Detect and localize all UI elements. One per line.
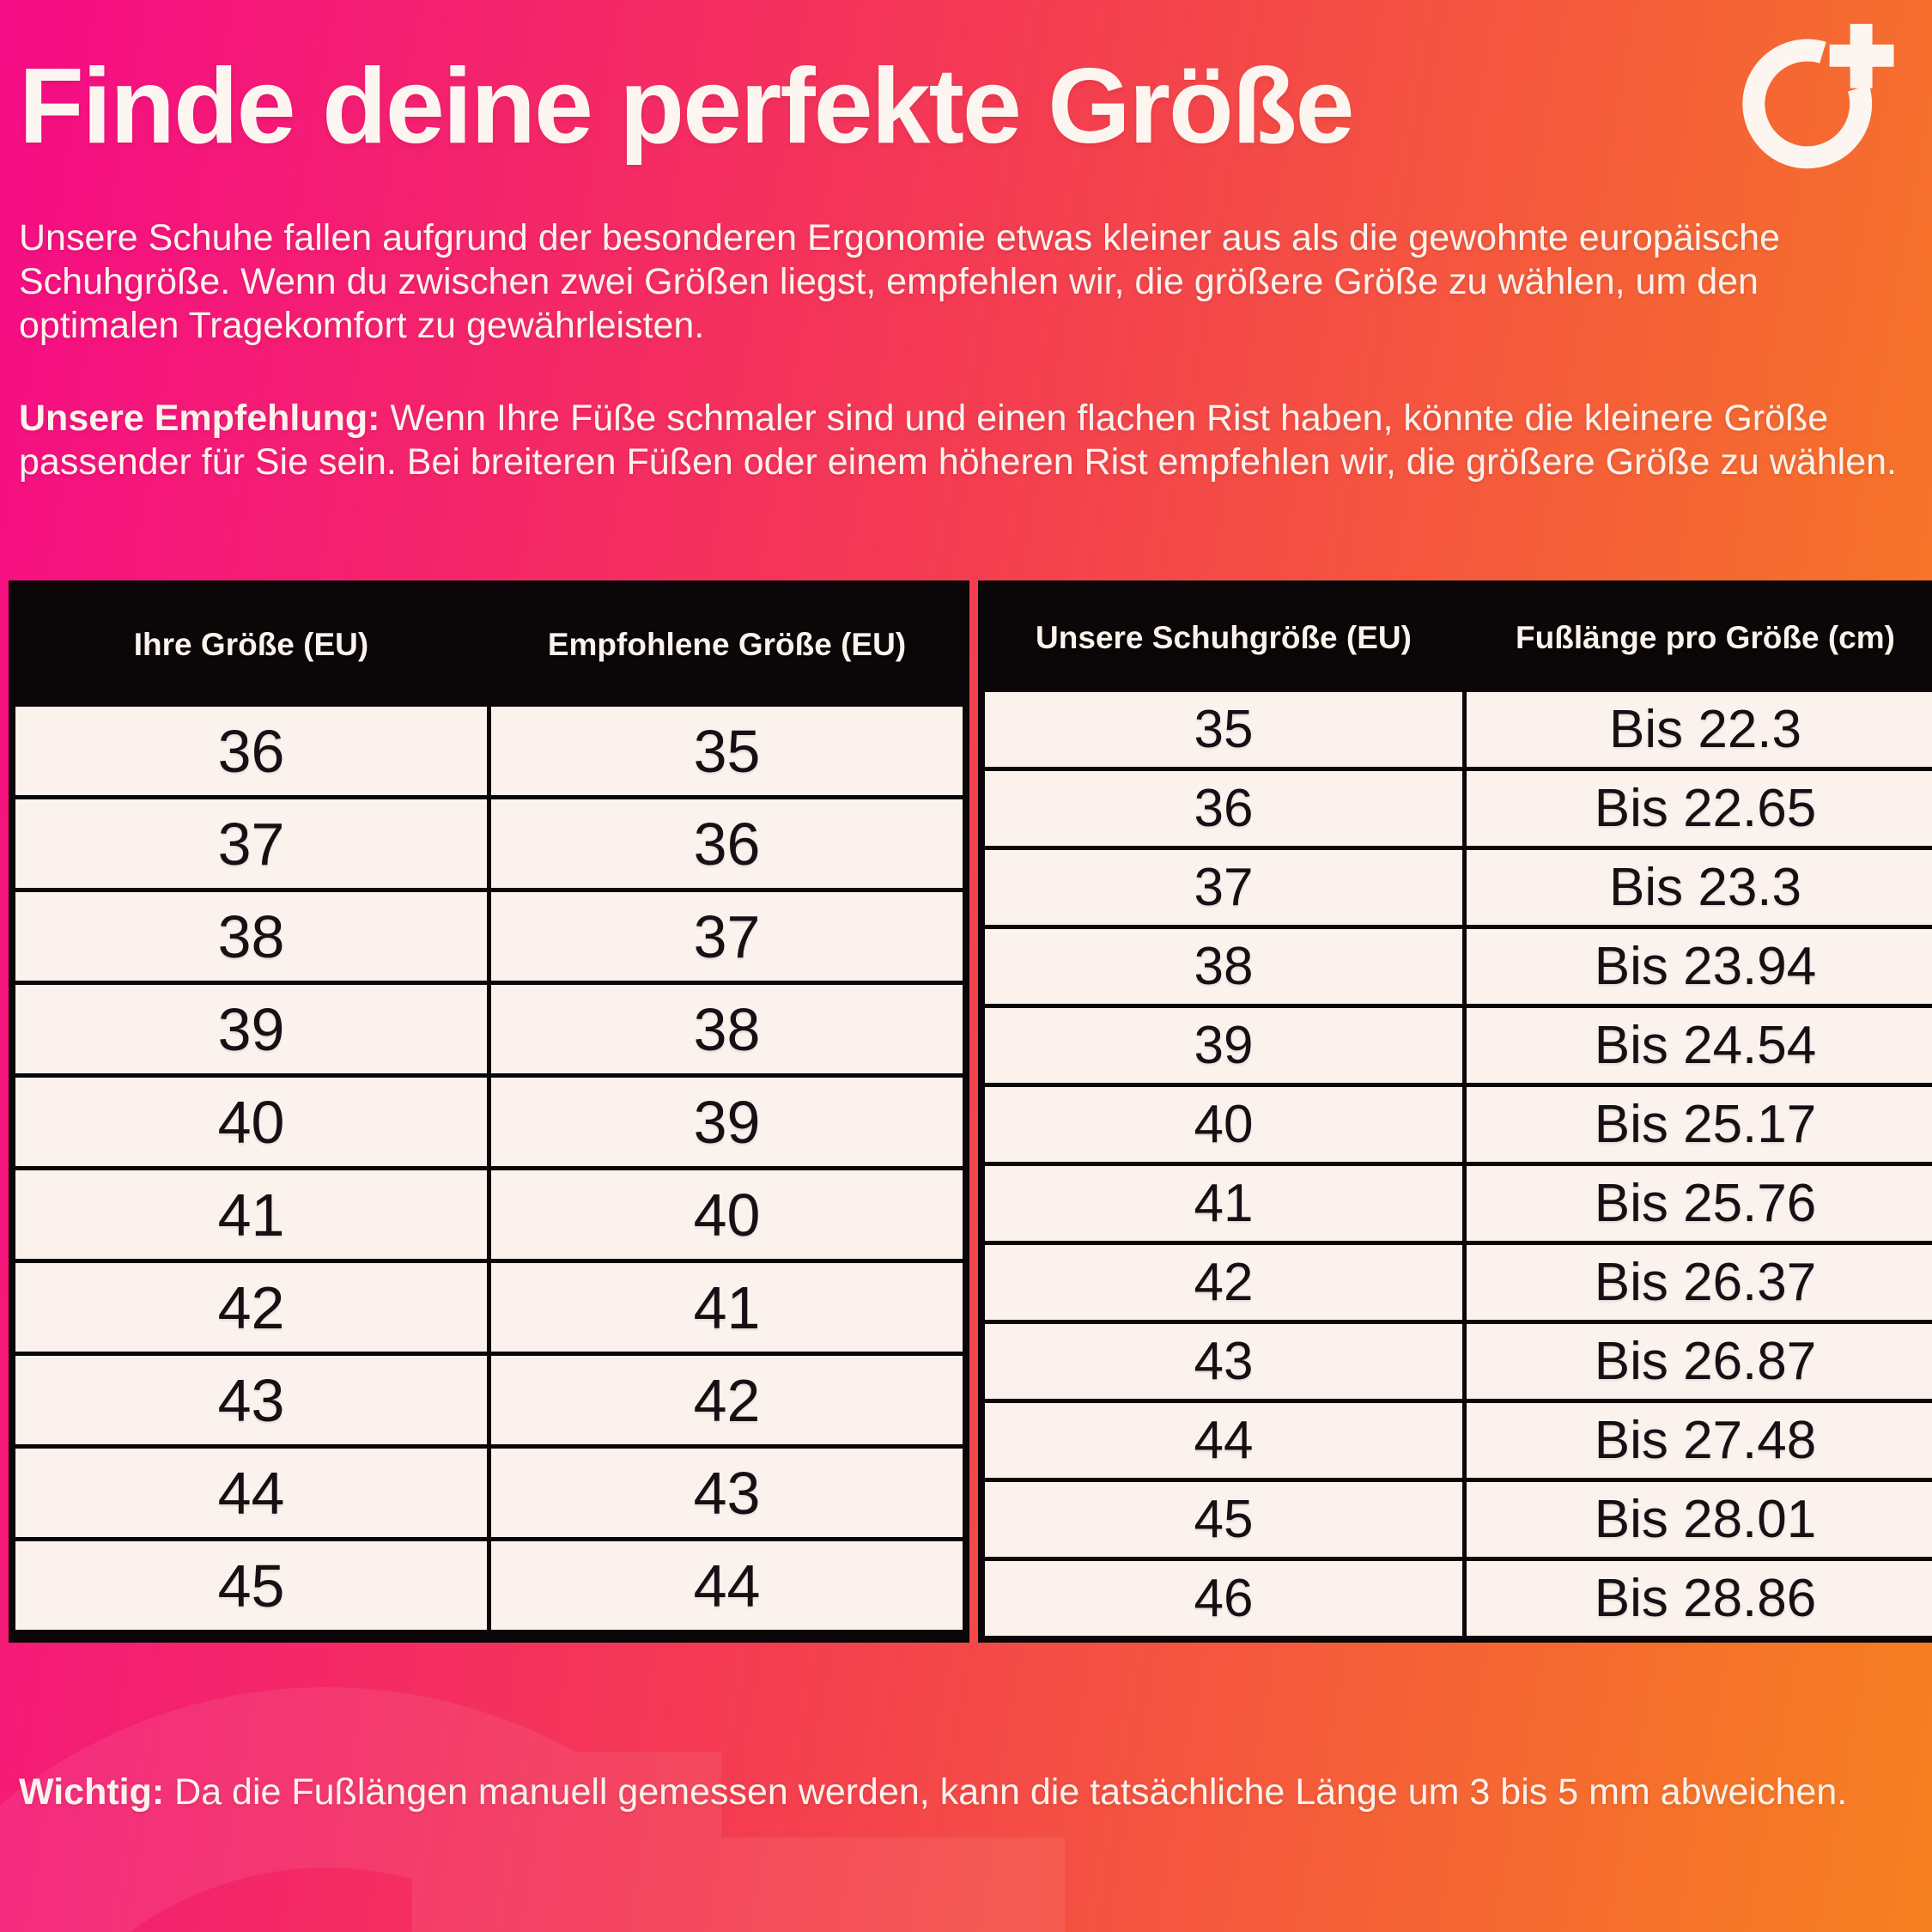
recommended-size-cell: 41	[491, 1263, 963, 1352]
table-row: 43 42	[15, 1356, 963, 1444]
recommendation-paragraph: Unsere Empfehlung: Wenn Ihre Füße schmal…	[19, 397, 1913, 484]
table-row: 42 41	[15, 1263, 963, 1352]
table-row: 37 36	[15, 799, 963, 888]
foot-length-cell: Bis 25.76	[1467, 1166, 1932, 1241]
table-row: 39 38	[15, 985, 963, 1073]
table-row: 40 Bis 25.17	[985, 1087, 1932, 1162]
table-row: 40 39	[15, 1078, 963, 1166]
your-size-cell: 40	[15, 1078, 487, 1166]
foot-length-cell: Bis 22.65	[1467, 771, 1932, 846]
table-row: 38 Bis 23.94	[985, 929, 1932, 1004]
important-note-text: Da die Fußlängen manuell gemessen werden…	[164, 1771, 1848, 1813]
table-row: 44 43	[15, 1449, 963, 1537]
table-row: 42 Bis 26.37	[985, 1245, 1932, 1320]
recommended-size-cell: 37	[491, 892, 963, 981]
shoe-size-cell: 37	[985, 850, 1462, 925]
shoe-size-cell: 39	[985, 1008, 1462, 1083]
foot-length-cell: Bis 26.37	[1467, 1245, 1932, 1320]
table-row: 36 Bis 22.65	[985, 771, 1932, 846]
tables-section: Ihre Größe (EU) Empfohlene Größe (EU) 36…	[9, 580, 1932, 1643]
table-row: 37 Bis 23.3	[985, 850, 1932, 925]
foot-length-cell: Bis 23.3	[1467, 850, 1932, 925]
your-size-cell: 37	[15, 799, 487, 888]
shoe-size-cell: 36	[985, 771, 1462, 846]
foot-length-table: Unsere Schuhgröße (EU) Fußlänge pro Größ…	[978, 580, 1932, 1643]
recommended-size-cell: 44	[491, 1541, 963, 1630]
recommended-size-cell: 35	[491, 707, 963, 795]
recommended-size-cell: 36	[491, 799, 963, 888]
recommended-size-cell: 40	[491, 1170, 963, 1259]
table-row: 41 40	[15, 1170, 963, 1259]
recommended-size-cell: 42	[491, 1356, 963, 1444]
shoe-size-cell: 44	[985, 1403, 1462, 1478]
foot-length-cell: Bis 26.87	[1467, 1324, 1932, 1399]
shoe-size-cell: 41	[985, 1166, 1462, 1241]
shoe-size-cell: 38	[985, 929, 1462, 1004]
shoe-size-cell: 46	[985, 1561, 1462, 1636]
shoe-size-cell: 40	[985, 1087, 1462, 1162]
shoe-size-cell: 42	[985, 1245, 1462, 1320]
table-row: 45 44	[15, 1541, 963, 1630]
recommendation-label: Unsere Empfehlung:	[19, 398, 380, 439]
your-size-cell: 39	[15, 985, 487, 1073]
important-note: Wichtig: Da die Fußlängen manuell gemess…	[19, 1771, 1874, 1814]
intro-paragraph: Unsere Schuhe fallen aufgrund der besond…	[19, 217, 1780, 346]
table-row: 39 Bis 24.54	[985, 1008, 1932, 1083]
foot-length-cell: Bis 28.86	[1467, 1561, 1932, 1636]
foot-length-cell: Bis 28.01	[1467, 1482, 1932, 1557]
your-size-cell: 36	[15, 707, 487, 795]
recommendation-text: Wenn Ihre Füße schmaler sind und einen f…	[19, 398, 1897, 483]
recommended-size-cell: 43	[491, 1449, 963, 1537]
foot-length-table-header: Unsere Schuhgröße (EU) Fußlänge pro Größ…	[985, 587, 1932, 688]
your-size-cell: 44	[15, 1449, 487, 1537]
recommended-size-cell: 39	[491, 1078, 963, 1166]
table-row: 43 Bis 26.87	[985, 1324, 1932, 1399]
column-header-recommended-size: Empfohlene Größe (EU)	[491, 587, 963, 702]
shoe-size-cell: 43	[985, 1324, 1462, 1399]
foot-length-cell: Bis 22.3	[1467, 692, 1932, 767]
your-size-cell: 42	[15, 1263, 487, 1352]
foot-length-cell: Bis 23.94	[1467, 929, 1932, 1004]
size-conversion-table-body: 36 35 37 36 38 37 39 38	[15, 702, 963, 1630]
column-header-our-shoe-size: Unsere Schuhgröße (EU)	[985, 587, 1462, 688]
size-conversion-table-header: Ihre Größe (EU) Empfohlene Größe (EU)	[15, 587, 963, 702]
your-size-cell: 43	[15, 1356, 487, 1444]
column-header-your-size: Ihre Größe (EU)	[15, 587, 487, 702]
table-row: 46 Bis 28.86	[985, 1561, 1932, 1636]
circle-plus-logo-icon	[1742, 23, 1894, 169]
table-row: 41 Bis 25.76	[985, 1166, 1932, 1241]
page-title: Finde deine perfekte Größe	[19, 47, 1354, 166]
table-row: 38 37	[15, 892, 963, 981]
important-note-label: Wichtig:	[19, 1771, 165, 1813]
foot-length-cell: Bis 27.48	[1467, 1403, 1932, 1478]
foot-length-table-body: 35 Bis 22.3 36 Bis 22.65 37 Bis 23.3	[985, 688, 1932, 1636]
foot-length-cell: Bis 25.17	[1467, 1087, 1932, 1162]
foot-length-cell: Bis 24.54	[1467, 1008, 1932, 1083]
your-size-cell: 38	[15, 892, 487, 981]
size-conversion-table: Ihre Größe (EU) Empfohlene Größe (EU) 36…	[9, 580, 969, 1643]
your-size-cell: 45	[15, 1541, 487, 1630]
column-header-foot-length: Fußlänge pro Größe (cm)	[1467, 587, 1932, 688]
table-row: 36 35	[15, 707, 963, 795]
table-row: 44 Bis 27.48	[985, 1403, 1932, 1478]
shoe-size-cell: 35	[985, 692, 1462, 767]
table-row: 35 Bis 22.3	[985, 692, 1932, 767]
recommended-size-cell: 38	[491, 985, 963, 1073]
your-size-cell: 41	[15, 1170, 487, 1259]
shoe-size-cell: 45	[985, 1482, 1462, 1557]
table-row: 45 Bis 28.01	[985, 1482, 1932, 1557]
